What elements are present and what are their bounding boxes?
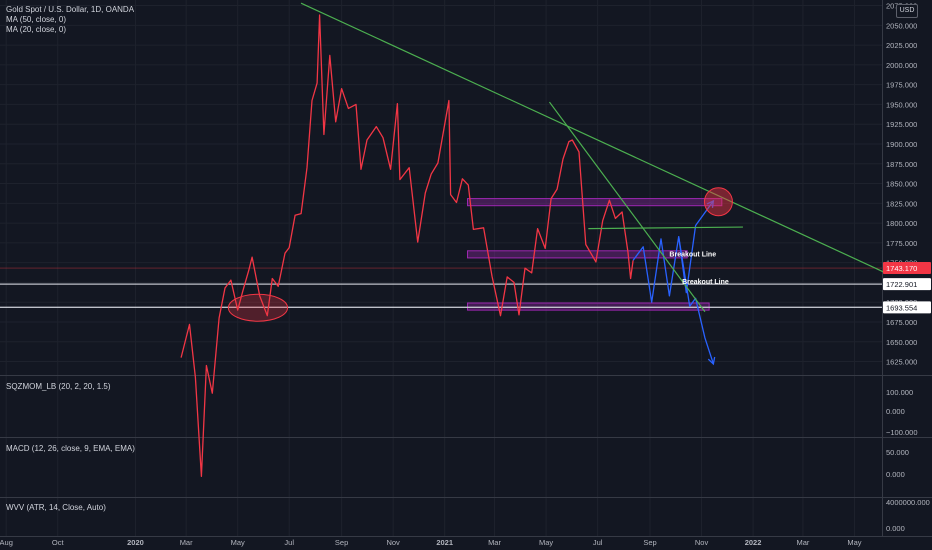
chart-labels: Breakout Line Breakout Line xyxy=(669,251,728,286)
arrow-head xyxy=(706,199,715,208)
macd-legend[interactable]: MACD (12, 26, close, 9, EMA, EMA) xyxy=(6,444,135,453)
shapes xyxy=(227,187,733,322)
price-tick-label: 1900.000 xyxy=(886,140,917,149)
breakout-line-label: Breakout Line xyxy=(669,251,716,258)
price-legend: Gold Spot / U.S. Dollar, 1D, OANDA MA (5… xyxy=(6,5,134,35)
pane-tick-label: 0.000 xyxy=(886,470,905,479)
support-resistance-zone xyxy=(467,250,688,259)
time-tick-label: Nov xyxy=(386,538,400,547)
projection-path xyxy=(632,200,714,303)
price-tick-label: 2000.000 xyxy=(886,61,917,70)
time-axis[interactable]: Aug Oct 2020 Mar May Jul Sep Nov 2021 Mar May Jul Se… xyxy=(0,538,862,547)
pane-tick-label: 50.000 xyxy=(886,448,909,457)
target-circle xyxy=(703,187,733,217)
breakout-line-label: Breakout Line xyxy=(682,279,729,286)
sqzmom-legend[interactable]: SQZMOM_LB (20, 2, 20, 1.5) xyxy=(6,382,111,391)
price-tick-label: 1875.000 xyxy=(886,160,917,169)
price-tick-label: 1850.000 xyxy=(886,180,917,189)
pane-tick-label: 0.000 xyxy=(886,407,905,416)
price-tick-label: 1775.000 xyxy=(886,239,917,248)
price-tick-label: 1800.000 xyxy=(886,219,917,228)
price-series-line xyxy=(180,14,634,477)
trendline xyxy=(588,226,743,230)
price-badge xyxy=(883,262,931,275)
currency-badge[interactable]: USD xyxy=(896,4,918,18)
time-tick-label: May xyxy=(539,538,553,547)
ma20-legend[interactable]: MA (20, close, 0) xyxy=(6,25,67,34)
price-badge-label: 1693.554 xyxy=(886,303,917,312)
time-tick-label: Nov xyxy=(695,538,709,547)
time-tick-label: Mar xyxy=(488,538,501,547)
time-tick-label: Sep xyxy=(643,538,656,547)
price-axis[interactable]: 2075.0002050.0002025.0002000.0001975.000… xyxy=(883,2,931,367)
time-tick-label: Mar xyxy=(180,538,193,547)
ma50-legend[interactable]: MA (50, close, 0) xyxy=(6,15,67,24)
time-tick-label: Aug xyxy=(0,538,13,547)
wvv-legend[interactable]: WVV (ATR, 14, Close, Auto) xyxy=(6,503,106,512)
trendline xyxy=(548,101,706,313)
price-tick-label: 1925.000 xyxy=(886,120,917,129)
grid xyxy=(0,0,932,537)
price-tick-label: 1975.000 xyxy=(886,81,917,90)
price-badge xyxy=(883,278,931,291)
pane-tick-label: 100.000 xyxy=(886,388,913,397)
arrow-head xyxy=(707,356,716,366)
price-tick-label: 2025.000 xyxy=(886,41,917,50)
time-tick-label: Mar xyxy=(796,538,809,547)
support-resistance-zone xyxy=(467,198,723,207)
time-tick-label: Oct xyxy=(52,538,65,547)
support-resistance-zone xyxy=(467,302,710,311)
time-tick-label: May xyxy=(231,538,245,547)
indicator-panes: 100.000 0.000 −100.000 50.000 0.000 4000000.0… xyxy=(886,388,930,533)
price-tick-label: 2050.000 xyxy=(886,21,917,30)
price-tick-label: 1950.000 xyxy=(886,100,917,109)
time-tick-label: 2021 xyxy=(436,538,453,547)
pane-tick-label: −100.000 xyxy=(886,428,918,437)
price-badge-label: 1722.901 xyxy=(886,280,917,289)
time-tick-label: Sep xyxy=(335,538,348,547)
time-tick-label: 2020 xyxy=(127,538,144,547)
symbol-title[interactable]: Gold Spot / U.S. Dollar, 1D, OANDA xyxy=(6,5,135,14)
time-tick-label: 2022 xyxy=(745,538,762,547)
price-tick-label: 1825.000 xyxy=(886,199,917,208)
time-tick-label: Jul xyxy=(593,538,603,547)
time-tick-label: May xyxy=(847,538,861,547)
price-badge-label: 1743.170 xyxy=(886,264,917,273)
horizontal-lines xyxy=(0,267,882,308)
price-tick-label: 1650.000 xyxy=(886,338,917,347)
trendline xyxy=(300,2,885,273)
zones xyxy=(467,198,723,311)
pane-tick-label: 4000000.000 xyxy=(886,498,930,507)
price-badge xyxy=(883,301,931,314)
pane-tick-label: 0.000 xyxy=(886,524,905,533)
highlight-ellipse xyxy=(227,293,289,322)
price-tick-label: 1675.000 xyxy=(886,318,917,327)
time-tick-label: Jul xyxy=(284,538,294,547)
trendlines xyxy=(300,2,885,313)
price-tick-label: 1625.000 xyxy=(886,358,917,367)
